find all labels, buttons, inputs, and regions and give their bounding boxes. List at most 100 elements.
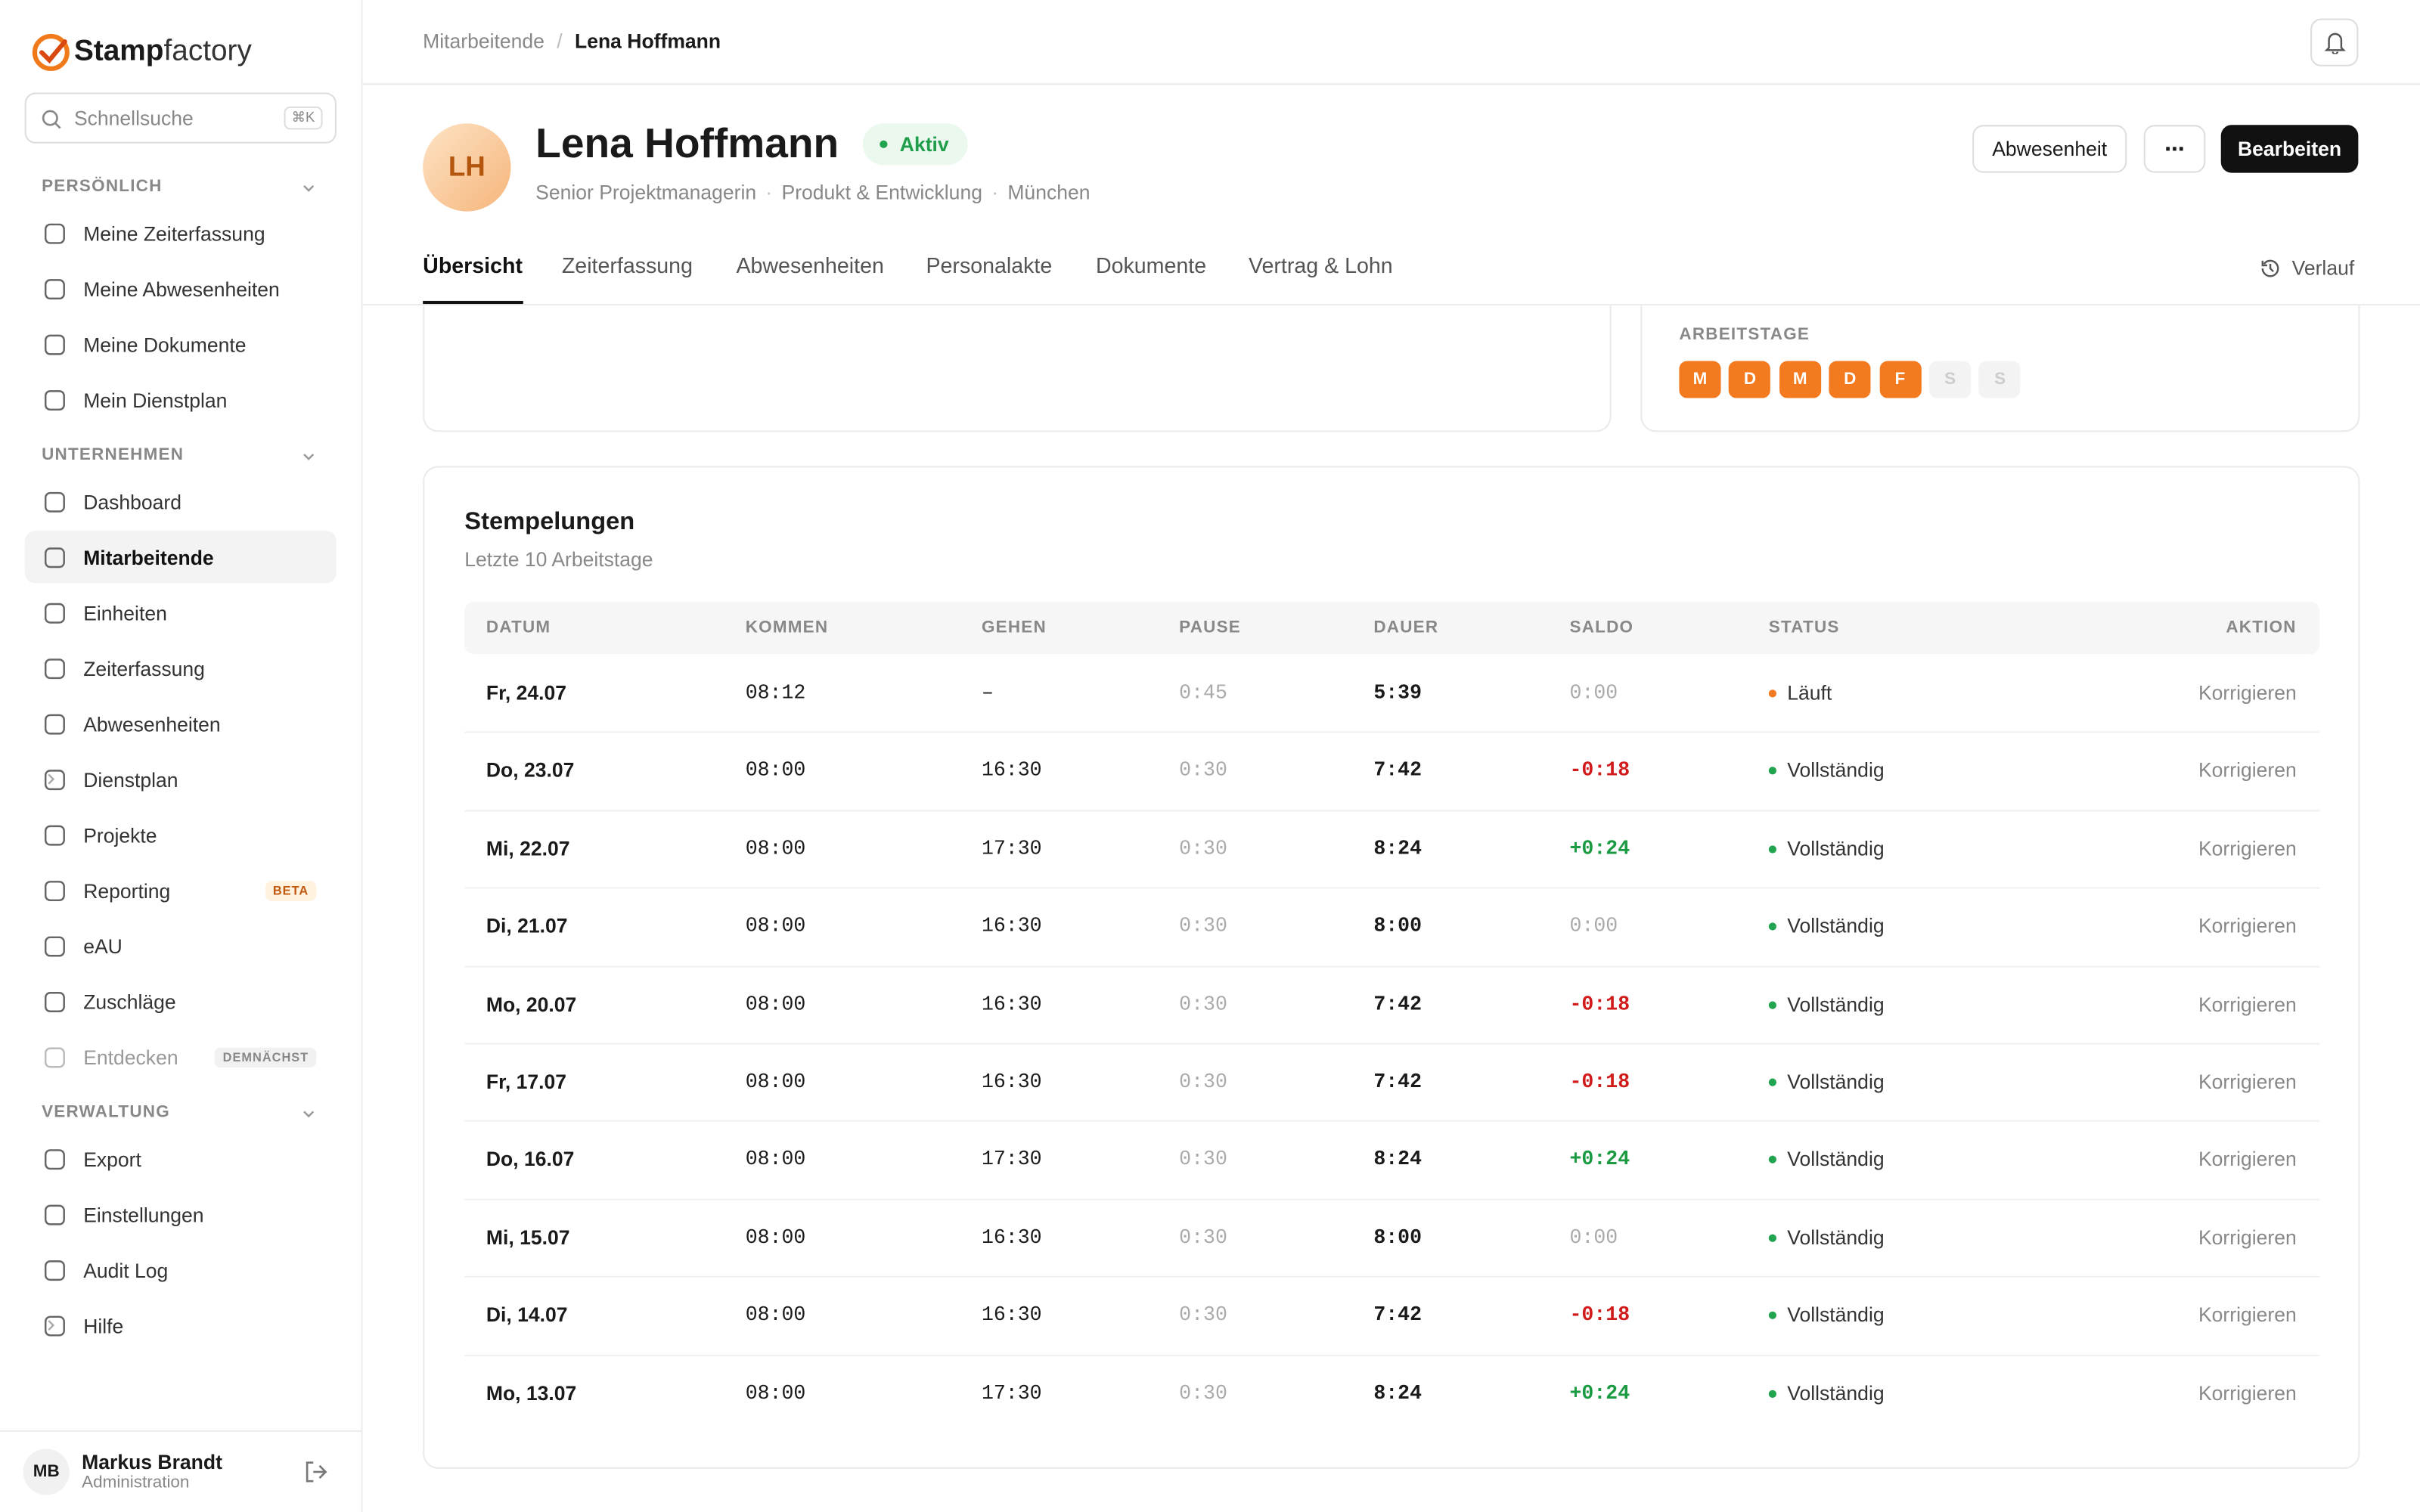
nav-label: Dienstplan: [83, 767, 178, 791]
balance: -0:18: [1569, 1070, 1630, 1093]
section-chevron[interactable]: [301, 449, 316, 464]
nav-label: Meine Zeiterfassung: [83, 221, 265, 245]
brand: Stampfactory: [74, 36, 252, 70]
correct-action[interactable]: Korrigieren: [2198, 758, 2297, 782]
workday: F: [1879, 361, 1921, 398]
nav-item[interactable]: Einheiten: [25, 587, 337, 639]
correct-action[interactable]: Korrigieren: [2198, 1380, 2297, 1405]
search-box[interactable]: Schnellsuche ⌘K: [24, 92, 337, 144]
date: Do, 23.07: [486, 758, 575, 782]
workday: D: [1729, 361, 1771, 398]
nav-item[interactable]: Meine Dokumente: [25, 318, 337, 370]
status-dot: [1768, 1078, 1776, 1086]
clock-in: 08:00: [745, 914, 806, 938]
correct-action[interactable]: Korrigieren: [2198, 1148, 2297, 1171]
duration: 8:00: [1373, 914, 1423, 938]
correct-action[interactable]: Korrigieren: [2198, 992, 2297, 1016]
workday: S: [1979, 361, 2021, 398]
nav-label: Abwesenheiten: [83, 711, 221, 736]
logout-icon[interactable]: [304, 1460, 329, 1485]
nav-item[interactable]: Einstellungen: [25, 1188, 337, 1240]
workday: M: [1779, 361, 1821, 398]
meta-separator: ·: [991, 180, 999, 204]
tab[interactable]: Vertrag & Lohn: [1249, 253, 1393, 278]
breadcrumb-link[interactable]: Mitarbeitende: [423, 29, 544, 53]
meta-item: München: [1007, 180, 1091, 204]
status: Vollständig: [1787, 1148, 1885, 1171]
correct-action[interactable]: Korrigieren: [2198, 681, 2297, 705]
nav-item[interactable]: Meine Zeiterfassung: [25, 206, 337, 259]
correct-action[interactable]: Korrigieren: [2198, 1070, 2297, 1093]
nav-item[interactable]: Zuschläge: [25, 975, 337, 1027]
date: Mi, 22.07: [486, 836, 570, 860]
correct-action[interactable]: Korrigieren: [2198, 914, 2297, 938]
row-divider: [464, 887, 2320, 889]
balance: -0:18: [1569, 992, 1630, 1016]
nav-item[interactable]: Zeiterfassung: [25, 642, 337, 694]
nav-icon: [44, 547, 65, 569]
nav-icon: [44, 334, 65, 355]
column-header: PAUSE: [1179, 618, 1242, 637]
nav-item[interactable]: Dienstplan: [25, 753, 337, 805]
nav-icon: [44, 223, 65, 244]
column-header: SALDO: [1569, 618, 1634, 637]
clock-in: 08:00: [745, 1303, 806, 1327]
nav-item[interactable]: Export: [25, 1132, 337, 1185]
nav-label: Dashboard: [83, 489, 182, 513]
tab[interactable]: Abwesenheiten: [736, 253, 884, 278]
break: 0:30: [1179, 1225, 1227, 1249]
correct-action[interactable]: Korrigieren: [2198, 1303, 2297, 1327]
nav-item[interactable]: Mitarbeitende: [24, 531, 337, 584]
status: Vollständig: [1787, 1225, 1885, 1249]
nav-item[interactable]: Reporting BETA: [25, 864, 337, 916]
notifications-button[interactable]: [2310, 18, 2359, 67]
balance: +0:24: [1569, 1148, 1630, 1171]
row-divider: [464, 810, 2320, 812]
nav-item[interactable]: Mein Dienstplan: [25, 373, 337, 426]
nav-item[interactable]: eAU: [25, 919, 337, 971]
nav-label: Export: [83, 1147, 141, 1170]
duration: 7:42: [1373, 992, 1423, 1016]
clock-in: 08:00: [745, 1380, 806, 1405]
correct-action[interactable]: Korrigieren: [2198, 1225, 2297, 1249]
correct-action[interactable]: Korrigieren: [2198, 836, 2297, 860]
nav-label: Audit Log: [83, 1258, 169, 1281]
more-button[interactable]: ⋯: [2143, 125, 2206, 173]
clock-out: 16:30: [981, 1303, 1042, 1327]
date: Fr, 17.07: [486, 1070, 567, 1093]
absence-button[interactable]: Abwesenheit: [1972, 125, 2127, 173]
row-divider: [464, 965, 2320, 967]
nav-item[interactable]: Abwesenheiten: [25, 697, 337, 749]
meta-item: Produkt & Entwicklung: [781, 180, 982, 204]
section-chevron[interactable]: [301, 1106, 316, 1121]
nav-label: Mitarbeitende: [83, 545, 214, 569]
nav-item[interactable]: Dashboard: [25, 476, 337, 528]
nav-item[interactable]: Hilfe: [25, 1299, 337, 1351]
nav-icon: [44, 1315, 65, 1337]
history-link[interactable]: Verlauf: [2260, 256, 2354, 279]
tab[interactable]: Übersicht: [423, 253, 523, 278]
nav-icon: [44, 1149, 65, 1170]
nav-label: Meine Dokumente: [83, 332, 247, 356]
nav-label: Einstellungen: [83, 1202, 204, 1226]
nav-item[interactable]: Audit Log: [25, 1244, 337, 1296]
tab[interactable]: Personalakte: [926, 253, 1053, 278]
tab[interactable]: Zeiterfassung: [561, 253, 693, 278]
status: Vollständig: [1787, 992, 1885, 1016]
edit-button[interactable]: Bearbeiten: [2220, 125, 2359, 173]
search-shortcut: ⌘K: [284, 106, 323, 130]
nav-item[interactable]: Meine Abwesenheiten: [25, 262, 337, 314]
balance: +0:24: [1569, 836, 1630, 860]
tab[interactable]: Dokumente: [1095, 253, 1207, 278]
row-divider: [464, 1043, 2320, 1045]
nav-icon: [44, 1260, 65, 1281]
clock-in: 08:00: [745, 836, 806, 860]
date: Mo, 20.07: [486, 992, 577, 1016]
nav-icon: [44, 714, 65, 735]
column-header: AKTION: [2226, 618, 2297, 637]
nav-item[interactable]: Projekte: [25, 808, 337, 860]
brand-light: factory: [163, 35, 252, 68]
section-chevron[interactable]: [301, 181, 316, 196]
duration: 5:39: [1373, 681, 1423, 705]
